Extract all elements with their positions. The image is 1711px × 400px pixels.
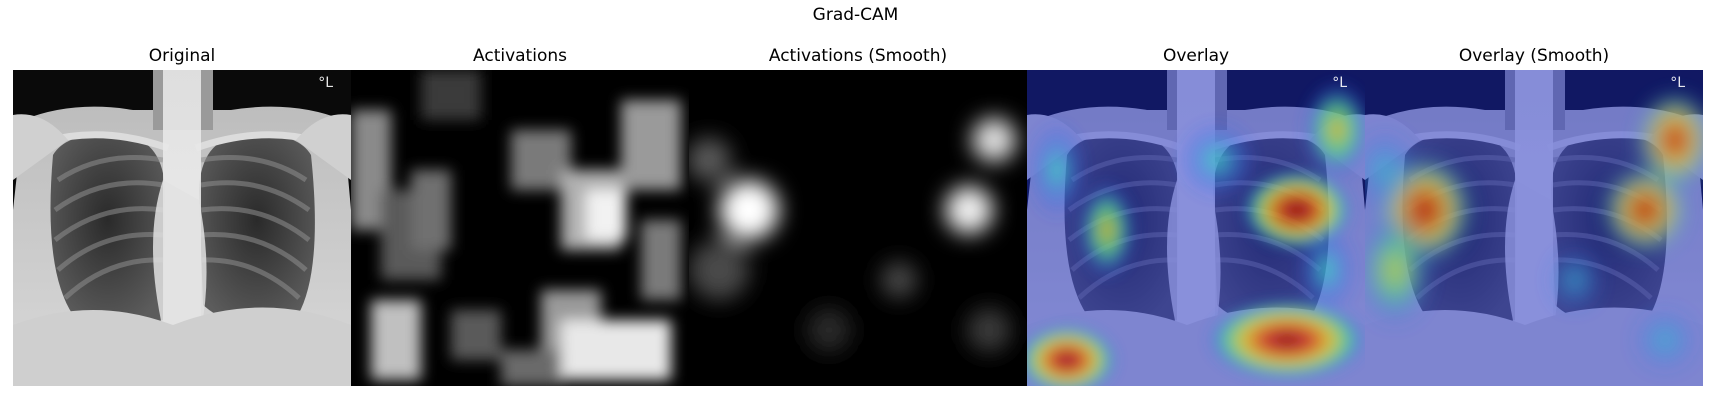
- activation-map: [351, 70, 689, 386]
- panel-title-activations: Activations: [473, 46, 567, 66]
- side-marker: °L: [1332, 75, 1347, 91]
- activation-map-smooth: [689, 70, 1027, 386]
- figure-title: Grad-CAM: [812, 5, 899, 25]
- panel-title-activations-smooth: Activations (Smooth): [768, 46, 948, 66]
- panel-title-overlay-smooth: Overlay (Smooth): [1458, 46, 1610, 66]
- panel-title-original: Original: [148, 46, 216, 66]
- side-marker: °L: [318, 75, 333, 91]
- panel-activations: Activations: [351, 44, 689, 386]
- panel-activations-smooth: Activations (Smooth): [689, 44, 1027, 386]
- side-marker: °L: [1670, 75, 1685, 91]
- overlay-image: °L: [1027, 70, 1365, 386]
- panel-title-overlay: Overlay: [1162, 46, 1230, 66]
- panel-overlay-smooth: Overlay (Smooth) °L: [1365, 44, 1703, 386]
- overlay-image-smooth: °L: [1365, 70, 1703, 386]
- panel-original: Original °L: [13, 44, 351, 386]
- panel-overlay: Overlay °L: [1027, 44, 1365, 386]
- xray-image: °L: [13, 70, 351, 386]
